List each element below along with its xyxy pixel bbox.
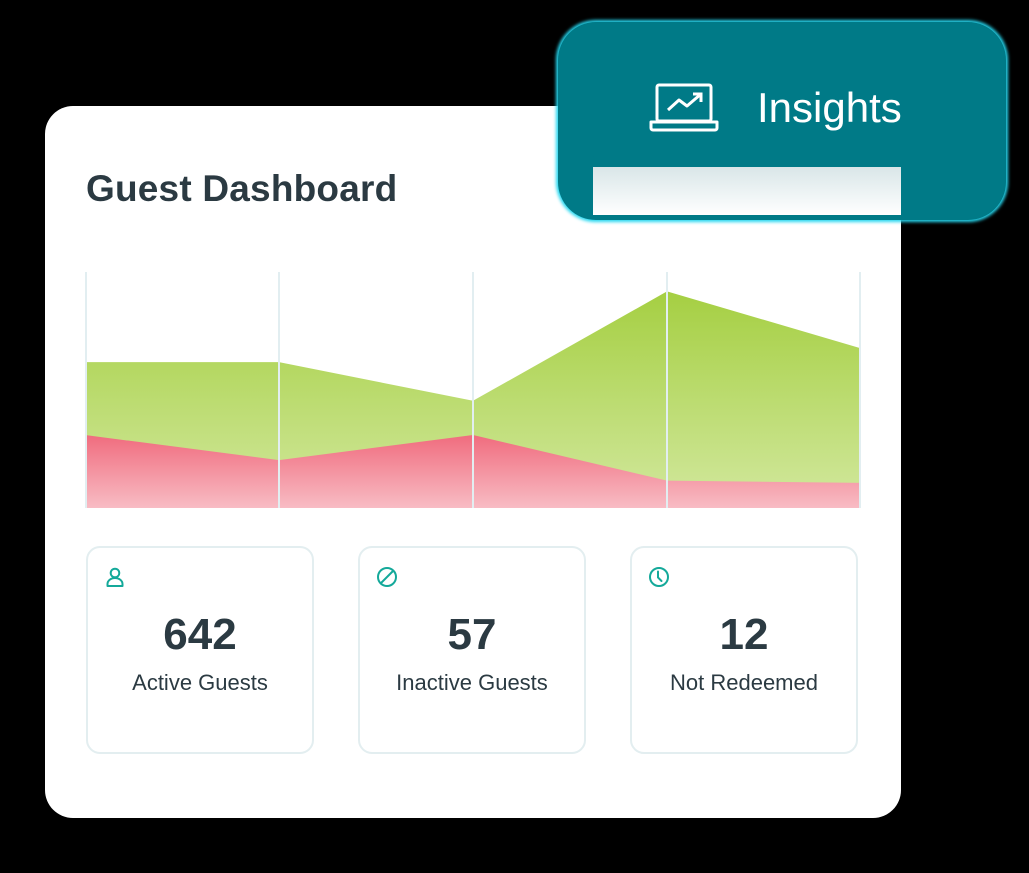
clock-icon	[649, 567, 669, 587]
insights-badge[interactable]: Insights	[593, 48, 902, 167]
stat-card-inactive[interactable]: 57 Inactive Guests	[358, 546, 586, 754]
user-icon	[106, 567, 124, 587]
insights-shadow	[593, 167, 901, 215]
stat-value: 642	[163, 610, 237, 659]
laptop-trend-icon	[649, 83, 719, 132]
stat-card-not-redeemed[interactable]: 12 Not Redeemed	[630, 546, 858, 754]
stat-label: Inactive Guests	[396, 670, 548, 695]
ban-icon	[377, 567, 397, 587]
stat-value: 12	[719, 610, 769, 659]
guest-dashboard-card: Guest Dashboard 642 Active Guests	[45, 106, 901, 818]
insights-label: Insights	[757, 84, 902, 131]
stat-value: 57	[447, 610, 497, 659]
area-chart	[85, 272, 861, 508]
stat-card-active[interactable]: 642 Active Guests	[86, 546, 314, 754]
page-title: Guest Dashboard	[86, 168, 398, 209]
stat-label: Active Guests	[132, 670, 268, 695]
stat-label: Not Redeemed	[670, 670, 818, 695]
